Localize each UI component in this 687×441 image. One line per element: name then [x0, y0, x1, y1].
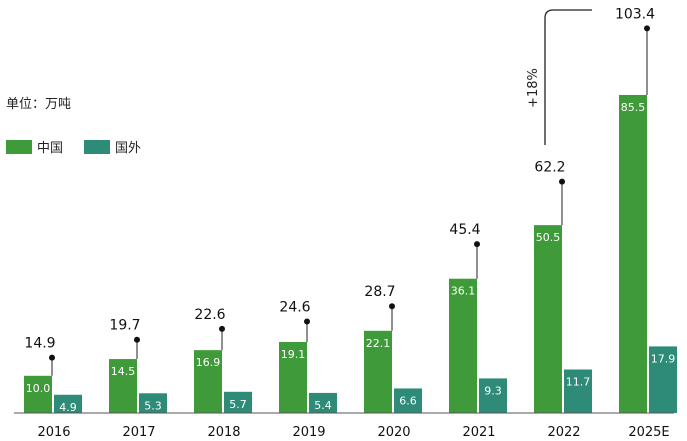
total-marker-2019 [304, 318, 310, 325]
x-tick-label-2022: 2022 [547, 425, 580, 440]
legend-swatch-overseas [84, 140, 110, 154]
total-marker-2022 [559, 178, 565, 185]
total-label-2016: 14.9 [24, 336, 55, 352]
bar-china-2025E [619, 94, 647, 413]
x-tick-label-2021: 2021 [462, 425, 495, 440]
total-label-2020: 28.7 [364, 284, 395, 300]
total-marker-2016 [49, 354, 55, 361]
total-marker-2017 [134, 336, 140, 343]
data-label-overseas-2019: 5.4 [314, 399, 332, 412]
data-label-china-2020: 22.1 [366, 337, 391, 350]
growth-annotation: +18% [526, 9, 592, 145]
x-tick-label-2019: 2019 [292, 425, 325, 440]
data-label-china-2021: 36.1 [451, 285, 476, 298]
legend-swatch-china [6, 140, 32, 154]
x-tick-label-2016: 2016 [37, 425, 70, 440]
bar-china-2018 [194, 350, 222, 413]
bar-overseas-2020 [394, 388, 422, 413]
data-label-china-2025E: 85.5 [621, 101, 646, 114]
bar-overseas-2018 [224, 391, 252, 413]
growth-label: +18% [526, 68, 541, 108]
bar-overseas-2019 [309, 392, 337, 413]
bar-china-2020 [364, 330, 392, 413]
data-label-china-2017: 14.5 [111, 365, 136, 378]
bar-overseas-2021 [479, 378, 507, 413]
data-label-overseas-2022: 11.7 [566, 375, 591, 388]
total-marker-2025E [644, 25, 650, 32]
legend: 中国 国外 [6, 140, 141, 156]
growth-bracket [544, 9, 592, 145]
x-tick-label-2020: 2020 [377, 425, 410, 440]
bar-china-2022 [534, 225, 562, 413]
bar-overseas-2016 [54, 394, 82, 413]
total-marker-2020 [389, 303, 395, 310]
legend-label-china: 中国 [37, 141, 63, 156]
bar-china-2019 [279, 341, 307, 413]
bar-china-2017 [109, 359, 137, 413]
x-tick-label-2025E: 2025E [628, 425, 669, 440]
data-label-china-2018: 16.9 [196, 356, 221, 369]
bar-overseas-2017 [139, 393, 167, 413]
total-marker-2021 [474, 241, 480, 248]
total-label-2021: 45.4 [449, 222, 480, 238]
bar-china-2021 [449, 278, 477, 413]
total-label-2019: 24.6 [279, 299, 310, 315]
bar-overseas-2025E [649, 346, 677, 413]
total-label-2025E: 103.4 [615, 6, 655, 22]
x-tick-label-2017: 2017 [122, 425, 155, 440]
bars-group: 10.0 4.9 14.9 2016 14.5 5.3 19.7 2017 16.9 5.7 22.… [24, 6, 677, 440]
total-label-2018: 22.6 [194, 307, 225, 323]
data-label-overseas-2017: 5.3 [144, 399, 162, 412]
data-label-overseas-2020: 6.6 [399, 394, 417, 407]
total-label-2017: 19.7 [109, 318, 140, 334]
data-label-overseas-2021: 9.3 [484, 384, 502, 397]
total-marker-2018 [219, 325, 225, 332]
data-label-overseas-2018: 5.7 [229, 398, 247, 411]
data-label-china-2016: 10.0 [26, 382, 51, 395]
bar-overseas-2022 [564, 369, 592, 413]
total-label-2022: 62.2 [534, 160, 565, 176]
data-label-china-2022: 50.5 [536, 231, 561, 244]
data-label-overseas-2025E: 17.9 [651, 352, 676, 365]
x-tick-label-2018: 2018 [207, 425, 240, 440]
data-label-china-2019: 19.1 [281, 348, 306, 361]
legend-label-overseas: 国外 [115, 141, 141, 156]
bar-china-2016 [24, 375, 52, 413]
data-label-overseas-2016: 4.9 [59, 401, 77, 414]
unit-label: 单位：万吨 [6, 97, 71, 112]
